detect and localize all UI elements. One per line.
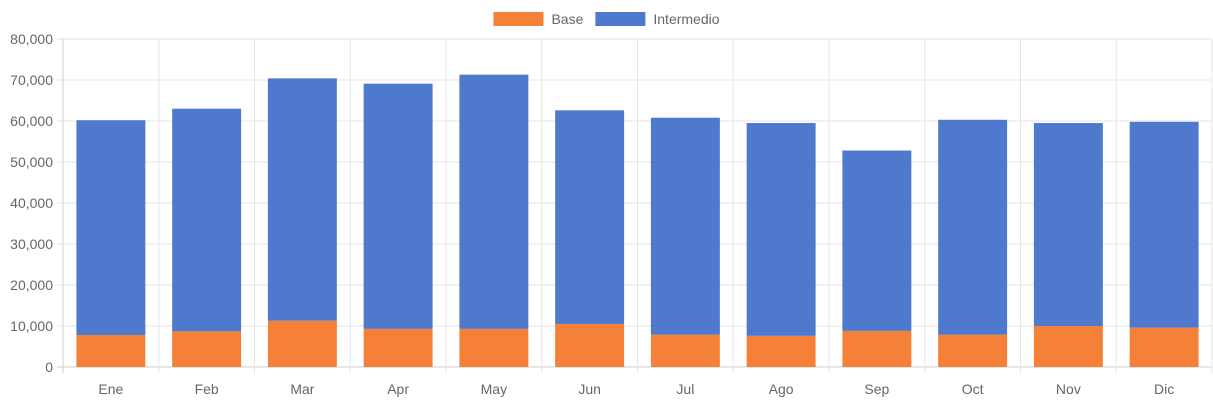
y-tick-label: 60,000 <box>10 113 53 129</box>
x-tick-label: Nov <box>1056 381 1081 397</box>
bar-base-nov[interactable] <box>1033 326 1103 367</box>
bar-intermedio-ene[interactable] <box>76 120 146 336</box>
x-tick-label: Sep <box>864 381 889 397</box>
legend-swatch <box>595 12 646 26</box>
bar-base-mar[interactable] <box>267 320 337 367</box>
y-tick-label: 70,000 <box>10 72 53 88</box>
bar-intermedio-nov[interactable] <box>1033 123 1103 326</box>
bar-base-ago[interactable] <box>746 335 816 367</box>
bar-intermedio-jun[interactable] <box>555 110 625 324</box>
bar-intermedio-ago[interactable] <box>746 123 816 336</box>
bar-base-sep[interactable] <box>842 330 912 367</box>
y-tick-label: 20,000 <box>10 277 53 293</box>
bar-base-oct[interactable] <box>938 334 1008 367</box>
bar-base-dic[interactable] <box>1129 327 1199 367</box>
x-tick-label: Ago <box>769 381 794 397</box>
bar-intermedio-may[interactable] <box>459 74 529 329</box>
x-tick-label: May <box>481 381 507 397</box>
x-axis: Ene Feb Mar Apr May Jun Jul Ago Sep Oct Nov Dic <box>98 381 1174 397</box>
x-tick-label: Apr <box>387 381 409 397</box>
legend-item-intermedio[interactable]: Intermedio <box>595 11 720 27</box>
bar-intermedio-mar[interactable] <box>267 78 337 321</box>
bar-intermedio-dic[interactable] <box>1129 121 1199 328</box>
y-tick-label: 0 <box>45 359 53 375</box>
bar-intermedio-jul[interactable] <box>650 117 720 335</box>
y-tick-label: 30,000 <box>10 236 53 252</box>
bar-intermedio-sep[interactable] <box>842 150 912 331</box>
bar-base-jun[interactable] <box>555 323 625 367</box>
x-tick-label: Feb <box>195 381 219 397</box>
legend: Base Intermedio <box>493 11 720 27</box>
legend-label: Intermedio <box>653 11 719 27</box>
y-tick-label: 40,000 <box>10 195 53 211</box>
bar-base-may[interactable] <box>459 328 529 367</box>
legend-swatch <box>493 12 544 26</box>
bar-base-ene[interactable] <box>76 335 146 367</box>
legend-label: Base <box>551 11 583 27</box>
bar-intermedio-apr[interactable] <box>363 83 433 329</box>
y-tick-label: 10,000 <box>10 318 53 334</box>
x-tick-label: Dic <box>1154 381 1174 397</box>
bar-base-apr[interactable] <box>363 328 433 367</box>
bar-base-feb[interactable] <box>172 331 242 367</box>
bar-intermedio-oct[interactable] <box>938 119 1008 335</box>
x-tick-label: Oct <box>962 381 984 397</box>
y-tick-label: 80,000 <box>10 31 53 47</box>
bar-intermedio-feb[interactable] <box>172 108 242 332</box>
bars <box>76 74 1199 367</box>
x-tick-label: Mar <box>290 381 314 397</box>
x-tick-label: Ene <box>98 381 123 397</box>
y-tick-label: 50,000 <box>10 154 53 170</box>
grid <box>57 38 1213 373</box>
y-axis: 0 10,000 20,000 30,000 40,000 50,000 60,000 70,… <box>10 31 53 375</box>
x-tick-label: Jul <box>676 381 694 397</box>
x-tick-label: Jun <box>578 381 601 397</box>
legend-item-base[interactable]: Base <box>493 11 584 27</box>
bar-base-jul[interactable] <box>650 334 720 367</box>
